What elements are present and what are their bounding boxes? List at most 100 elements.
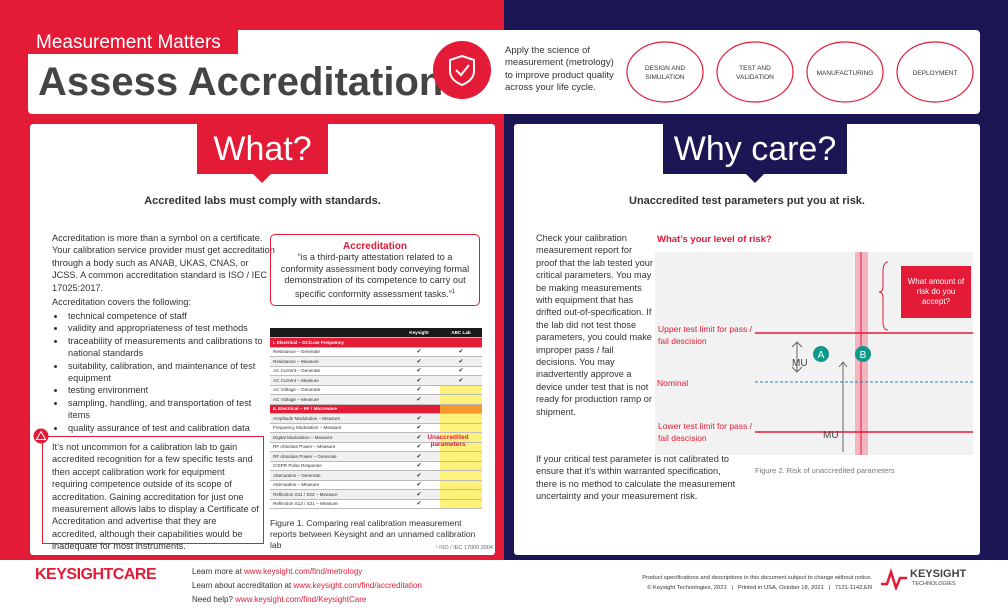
copyright: © Keysight Technologies, 2021 | Printed … xyxy=(647,585,872,591)
unaccredited-label: Unaccredited parameters xyxy=(427,434,469,448)
check: ✔ xyxy=(398,366,440,376)
link-text: Need help? xyxy=(192,595,236,604)
stage-box: TEST AND VALIDATION xyxy=(736,65,774,81)
bullet: sampling, handling, and transportation o… xyxy=(66,397,267,422)
check: ✔ xyxy=(440,366,482,376)
stage-ring xyxy=(806,41,884,103)
footnote: ¹ ISO / IEC 17000:2004 xyxy=(435,545,493,551)
stage-label: TEST AND VALIDATION xyxy=(736,65,774,81)
table-row: Attenuation – Generate ✔ xyxy=(270,470,482,481)
check: ✔ xyxy=(398,432,440,443)
risk-figure: A B MU MU Nominal xyxy=(655,252,973,455)
section-row: II. Electrical – RF / Microwave xyxy=(270,404,482,414)
check xyxy=(440,442,482,452)
link-text: Learn about accreditation at xyxy=(192,581,294,590)
table-cell xyxy=(398,337,440,348)
stage-ring xyxy=(896,41,974,103)
row-label: Digital Modulation – Measure xyxy=(270,432,398,443)
row-label: AC Current – Generate xyxy=(270,366,398,376)
table-row: Attenuation – Measure ✔ xyxy=(270,480,482,490)
row-label: Attenuation – Generate xyxy=(270,470,398,481)
table-row: Reflection S11 / S22 – Measure ✔ xyxy=(270,489,482,500)
pointer xyxy=(745,173,765,183)
warning-box: It’s not uncommon for a calibration lab … xyxy=(42,436,264,551)
definition-title: Accreditation xyxy=(343,241,407,252)
section-label: I. Electrical – DC/Low Frequency xyxy=(270,337,398,348)
table-cell xyxy=(270,328,398,338)
check: ✔ xyxy=(440,347,482,357)
row-label: AC Voltage – Generate xyxy=(270,385,398,395)
mu-label: MU xyxy=(792,358,808,369)
row-label: Reflection S11 / S22 – Measure xyxy=(270,489,398,500)
row-label: Resistance – Generate xyxy=(270,347,398,357)
check: ✔ xyxy=(398,413,440,424)
stage-box: DEPLOYMENT xyxy=(912,69,958,77)
stage-diagram: DESIGN AND SIMULATION TEST AND VALIDATION… xyxy=(626,41,974,103)
mu-label: MU xyxy=(823,430,839,441)
check: ✔ xyxy=(398,356,440,367)
link[interactable]: www.keysight.com/find/KeysightCare xyxy=(235,595,367,604)
check: ✔ xyxy=(398,347,440,357)
why-body: Check your calibration measurement repor… xyxy=(536,233,653,417)
table-wrap: Keysight ABC Lab I. Electrical – DC/Low Fr… xyxy=(270,328,482,509)
logo: KEYSIGHTCARE xyxy=(35,566,157,583)
check xyxy=(440,385,482,395)
check xyxy=(440,423,482,433)
stage-label: DESIGN AND SIMULATION xyxy=(644,65,686,81)
what-heading: What? xyxy=(197,124,328,174)
row-label: Attenuation – Measure xyxy=(270,480,398,490)
stage-label: DEPLOYMENT xyxy=(912,69,958,77)
blurb: Apply the science of measurement (metrol… xyxy=(505,45,614,94)
column-header: Keysight xyxy=(398,328,440,338)
definition-box: Accreditation “is a third-party attestat… xyxy=(270,234,480,306)
row-label: AC Voltage – Measure xyxy=(270,394,398,405)
check: ✔ xyxy=(398,442,440,452)
table-row: AC Current – Generate ✔ ✔ xyxy=(270,366,482,376)
table-row: Frequency Modulation – Measure ✔ xyxy=(270,423,482,433)
pointer xyxy=(252,173,272,183)
check xyxy=(440,461,482,471)
row-label: Resistance – Measure xyxy=(270,356,398,367)
table-cell xyxy=(440,404,482,414)
row-label: Frequency Modulation – Measure xyxy=(270,423,398,433)
column-header: ABC Lab xyxy=(440,328,482,338)
upper-limit: Upper test limit for pass / fail descisi… xyxy=(658,324,753,346)
table-cell xyxy=(440,337,482,348)
table-row: Reflection S12 / S21 – Measure ✔ xyxy=(270,499,482,509)
link[interactable]: www.keysight.com/find/metrology xyxy=(244,567,363,576)
bullet: validity and appropriateness of test met… xyxy=(66,322,267,334)
check xyxy=(440,394,482,405)
check: ✔ xyxy=(440,356,482,367)
table-row: Resistance – Generate ✔ ✔ xyxy=(270,347,482,357)
section-label: II. Electrical – RF / Microwave xyxy=(270,404,398,414)
stage-label: MANUFACTURING xyxy=(816,69,874,77)
row-label: AC Current – Measure xyxy=(270,375,398,386)
link-line: Need help? www.keysight.com/find/Keysigh… xyxy=(192,593,422,607)
check: ✔ xyxy=(398,470,440,481)
list-intro: Accreditation covers the following: xyxy=(52,297,191,307)
table-row: RF Absolute Power – Measure ✔ xyxy=(270,442,482,452)
section-row: I. Electrical – DC/Low Frequency xyxy=(270,337,482,348)
stage-box: DESIGN AND SIMULATION xyxy=(644,65,686,81)
figure-caption: Figure 2. Risk of unaccredited parameter… xyxy=(755,466,895,475)
lower-limit: Lower test limit for pass / fail descisi… xyxy=(658,421,753,443)
table-row: CISPR Pulse Response ✔ xyxy=(270,461,482,471)
check: ✔ xyxy=(398,480,440,490)
table-row: AC Voltage – Generate ✔ xyxy=(270,385,482,395)
point-a: A xyxy=(818,350,825,361)
check xyxy=(440,480,482,490)
links: Learn more at www.keysight.com/find/metr… xyxy=(192,565,422,607)
check xyxy=(440,413,482,424)
bullet: suitability, calibration, and maintenanc… xyxy=(66,360,267,385)
link[interactable]: www.keysight.com/find/accreditation xyxy=(293,581,422,590)
risk-title: What’s your level of risk? xyxy=(657,234,772,245)
callout: What amount of risk do you accept? xyxy=(907,277,965,306)
row-label: CISPR Pulse Response xyxy=(270,461,398,471)
check: ✔ xyxy=(440,375,482,386)
nominal-label: Nominal xyxy=(657,378,688,388)
intro: Accreditation is more than a symbol on a… xyxy=(52,233,275,293)
disclaimer: Product specifications and descriptions … xyxy=(642,575,872,581)
check: ✔ xyxy=(398,489,440,500)
check: ✔ xyxy=(398,451,440,462)
brand-mark xyxy=(881,568,907,590)
